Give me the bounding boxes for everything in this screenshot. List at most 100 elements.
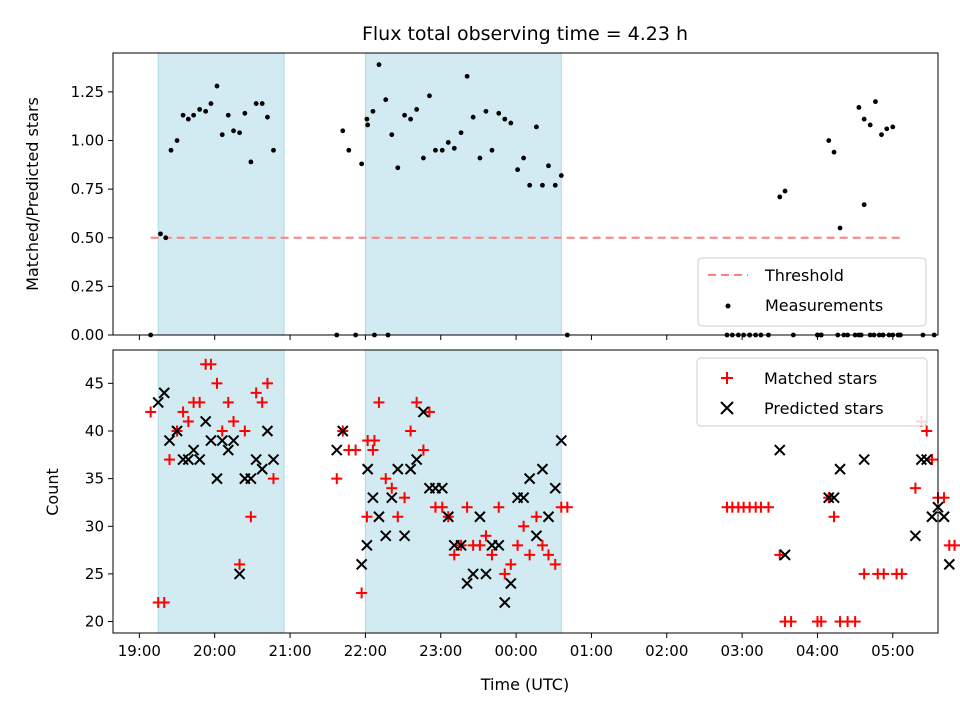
predicted-star-point [779,549,791,561]
measurement-point [477,155,483,161]
measurement-point [346,147,352,153]
x-stroke-b [774,444,786,456]
predicted-star-point [211,472,223,485]
predicted-star-point [337,425,349,437]
y-tick-label: 0.50 [71,229,104,247]
matched-star-point [448,549,460,561]
measurement-point [540,182,545,188]
matched-star-point [386,482,398,494]
matched-star-point [949,539,960,551]
y-tick-label: 20 [85,613,104,631]
matched-star-point [436,501,448,513]
matched-star-point [938,492,950,504]
measurement-point [856,105,862,110]
x-stroke-b [828,491,840,504]
measurement-point [185,116,191,122]
x-stroke-b [499,596,511,609]
matched-star-point [267,473,279,485]
measurement-point [496,110,502,116]
x-stroke-b [331,444,343,456]
matched-star-point [250,387,262,399]
x-axis-label: Time (UTC) [480,675,569,694]
observing-window-0 [157,349,285,634]
matched-star-point [505,558,517,570]
predicted-star-point [436,482,448,494]
x-stroke-b [193,453,206,466]
matched-star-point [536,539,548,551]
x-stroke-b [779,549,791,561]
predicted-star-point [461,577,473,590]
x-tick-label: 03:00 [720,642,763,660]
measurement-point [534,124,539,130]
matched-star-point [145,406,157,418]
x-stroke-b [530,530,543,542]
x-stroke-b [834,463,846,475]
predicted-star-point [233,568,246,580]
x-stroke-b [361,463,374,475]
x-tick-label: 20:00 [193,642,236,660]
measurement-point [421,155,426,161]
x-stroke-b [909,530,922,542]
measurement-point [861,116,867,122]
predicted-star-point [205,434,217,447]
measurement-point [521,155,527,161]
bottom-legend-box [696,357,928,427]
x-stroke-b [222,444,234,456]
matched-star-point [512,539,524,551]
predicted-star-point [926,511,938,523]
x-stroke-b [404,463,417,475]
predicted-star-point [909,530,922,542]
predicted-star-point [920,453,933,466]
bottom-axes-frame [112,349,939,634]
x-stroke-b [410,453,423,466]
matched-star-point [480,530,492,542]
matched-star-point [486,549,498,561]
predicted-star-point [493,539,505,552]
predicted-star-point [474,511,486,523]
x-tick-label: 19:00 [118,642,161,660]
measurement-point [445,140,451,145]
predicted-star-point [152,396,164,409]
x-stroke-b [436,482,448,494]
top-legend: Threshold Measurements [697,257,927,327]
measurement-point [433,147,438,153]
measurement-point [879,132,884,138]
y-tick-label: 40 [85,422,104,440]
x-stroke-b [245,472,257,485]
matched-star-point [474,539,486,551]
measurement-point [831,149,837,155]
matched-star-point [380,473,392,485]
matched-star-point [785,616,797,628]
bottom-y-axis-label: Count [43,468,62,516]
predicted-star-point [442,511,454,523]
x-stroke-b [367,491,379,504]
measurement-point [402,112,407,118]
measurement-point [197,107,203,112]
matched-star-point [815,616,827,628]
x-stroke-b [542,511,555,523]
x-stroke-b [517,491,530,504]
predicted-star-point [187,444,200,456]
matched-star-point [774,549,786,561]
legend-matched-swatch [721,372,733,384]
measurement-point [389,132,395,138]
y-tick-label: 1.25 [71,83,104,101]
predicted-star-point [774,444,786,456]
matched-star-point [909,482,921,494]
matched-star-point [858,568,870,580]
matched-star-point [417,444,429,456]
matched-star-point [921,425,933,437]
matched-star-point [367,444,379,456]
x-stroke-b [337,425,349,437]
measurement-point [782,188,788,194]
measurement-point [180,112,186,118]
x-stroke-b [171,425,183,437]
x-stroke-b [386,491,398,504]
predicted-star-point [467,568,479,580]
measurement-point [168,147,174,153]
x-stroke-b [158,387,170,399]
matched-star-point [530,511,542,523]
top-observing-windows [157,52,562,336]
x-stroke-b [233,568,246,580]
